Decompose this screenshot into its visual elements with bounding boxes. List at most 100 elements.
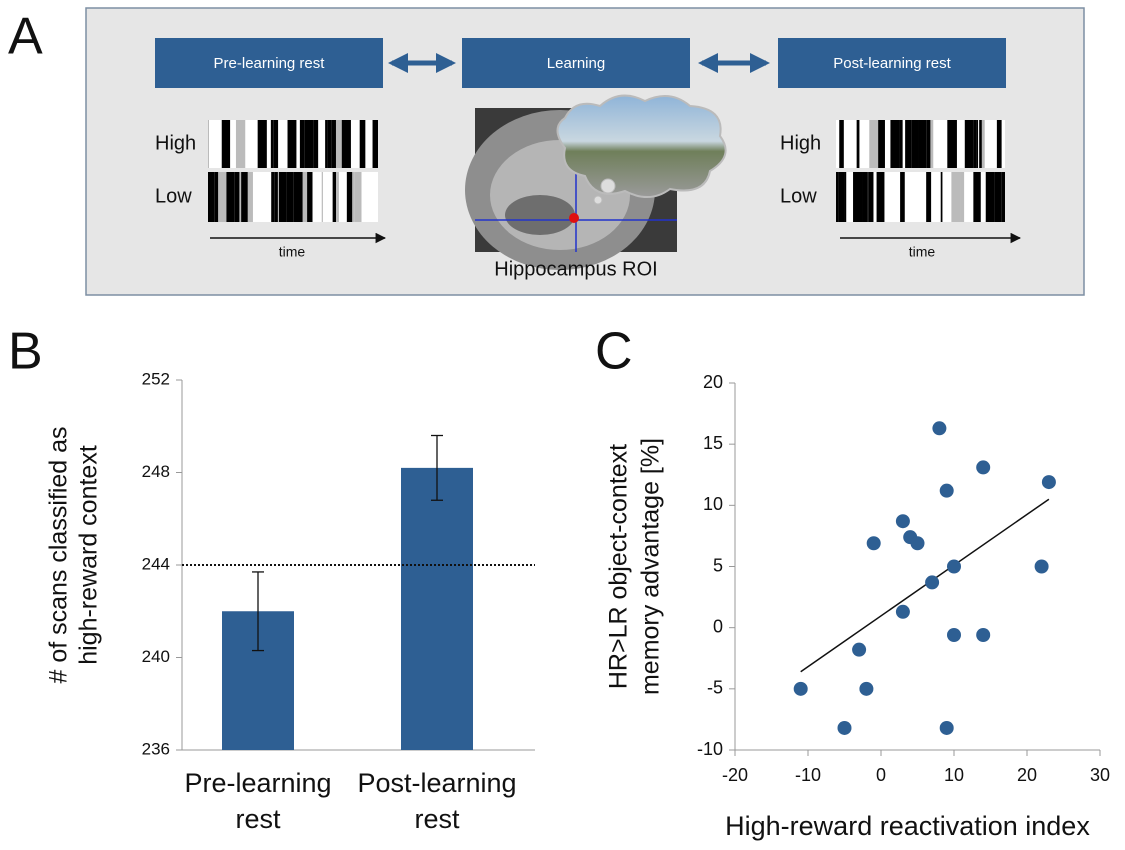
raster-stripe <box>973 120 977 168</box>
row-label: High <box>155 132 196 154</box>
raster-stripe <box>844 172 847 222</box>
raster-stripe <box>336 172 339 222</box>
raster-stripe <box>976 120 979 168</box>
point <box>1041 475 1056 490</box>
raster-stripe <box>214 172 219 222</box>
point <box>793 681 808 696</box>
raster-stripe <box>208 172 215 222</box>
point <box>947 628 961 643</box>
raster-stripe <box>352 172 355 222</box>
panel-label: C <box>595 323 633 381</box>
raster-stripe <box>867 172 869 222</box>
raster-stripe <box>869 120 879 168</box>
x-tick-label: Post-learning <box>357 768 516 798</box>
point <box>852 642 867 657</box>
raster-stripe <box>1001 172 1005 222</box>
raster-stripe <box>325 120 328 168</box>
mri-image <box>465 94 727 270</box>
raster-stripe <box>235 120 246 168</box>
raster-stripe <box>257 120 267 168</box>
raster-stripe <box>218 172 227 222</box>
raster-stripe <box>354 172 362 222</box>
point <box>925 575 940 590</box>
row-label: High <box>780 132 821 154</box>
stage-label: Pre-learning rest <box>214 55 326 72</box>
x-tick-label: -10 <box>795 765 821 785</box>
raster-stripe <box>226 172 235 222</box>
point <box>976 628 991 643</box>
raster-stripe <box>274 172 278 222</box>
y-tick-label: -5 <box>707 678 723 698</box>
y-tick-label: -10 <box>697 739 723 759</box>
point <box>939 483 954 498</box>
raster-stripe <box>278 172 287 222</box>
raster-stripe <box>270 120 274 168</box>
raster-stripe <box>241 172 248 222</box>
point <box>859 681 874 696</box>
x-tick-label: 10 <box>944 765 964 785</box>
raster-stripe <box>273 120 279 168</box>
raster-stripe <box>299 120 305 168</box>
y-tick-label: 252 <box>142 369 170 388</box>
bar <box>401 467 473 750</box>
y-tick-label: 5 <box>713 555 723 575</box>
y-tick-label: 15 <box>703 433 723 453</box>
y-tick-label: 236 <box>142 739 170 758</box>
raster-stripe <box>926 172 932 222</box>
raster-stripe <box>359 120 366 168</box>
point <box>939 720 954 735</box>
raster-stripe <box>313 120 319 168</box>
raster-stripe <box>862 172 868 222</box>
image-caption: Hippocampus ROI <box>494 258 657 280</box>
panel-label: A <box>8 8 43 66</box>
raster-stripe <box>981 120 985 168</box>
raster-stripe <box>985 172 995 222</box>
error-bar <box>252 571 264 652</box>
row-label: Low <box>155 185 192 207</box>
raster-stripe <box>890 120 900 168</box>
raster-stripe <box>853 172 863 222</box>
raster-stripe <box>964 120 974 168</box>
raster-stripe <box>286 172 294 222</box>
x-axis-label: High-reward reactivation index <box>725 811 1090 841</box>
y-tick-label: 248 <box>142 462 170 481</box>
raster-stripe <box>327 120 332 168</box>
x-tick-label: 0 <box>876 765 886 785</box>
raster-stripe <box>979 120 982 168</box>
y-tick-label: 0 <box>713 616 723 636</box>
point <box>895 514 910 529</box>
raster-stripe <box>878 120 885 168</box>
raster-stripe <box>960 172 965 222</box>
fit-line <box>800 498 1050 673</box>
y-axis-label: # of scans classified as <box>45 426 73 683</box>
stage-box <box>778 38 1006 88</box>
raster-stripe <box>307 172 313 222</box>
raster-stripe <box>905 120 912 168</box>
x-tick-label: 20 <box>1017 765 1037 785</box>
raster-stripe <box>994 172 1002 222</box>
row-label: Low <box>780 185 817 207</box>
point <box>947 559 961 574</box>
y-tick-label: 244 <box>142 554 170 573</box>
y-tick-label: 10 <box>703 494 723 514</box>
x-tick-label: rest <box>414 804 460 834</box>
raster-stripe <box>996 120 1002 168</box>
raster-stripe <box>899 120 903 168</box>
raster-stripe <box>930 120 934 168</box>
raster-stripe <box>321 172 323 222</box>
raster-stripe <box>926 120 931 168</box>
raster-stripe <box>335 120 342 168</box>
raster-stripe <box>304 120 314 168</box>
y-tick-label: 240 <box>142 647 170 666</box>
raster-stripe <box>346 172 353 222</box>
raster-stripe <box>839 120 844 168</box>
x-tick-label: -20 <box>722 765 748 785</box>
raster-stripe <box>947 120 957 168</box>
raster-stripe <box>208 120 210 168</box>
stage-box <box>155 38 383 88</box>
raster-stripe <box>951 172 961 222</box>
raster-stripe <box>372 120 378 168</box>
raster-stripe <box>302 172 308 222</box>
raster-stripe <box>838 172 845 222</box>
